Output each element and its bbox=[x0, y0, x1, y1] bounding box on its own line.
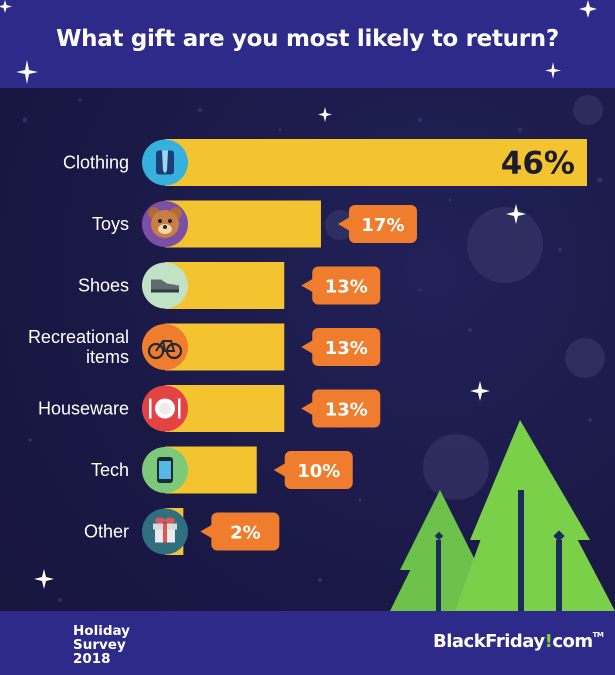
brand-tld: com bbox=[552, 631, 593, 652]
callout-pointer-4 bbox=[301, 401, 314, 416]
callout-box-2 bbox=[312, 266, 381, 305]
survey-line-1: Holiday bbox=[73, 623, 130, 639]
callout-pointer-2 bbox=[301, 278, 314, 293]
category-label-5: Tech bbox=[91, 460, 129, 480]
category-label-6: Other bbox=[84, 522, 129, 542]
bokeh-circles bbox=[325, 95, 605, 500]
callout-box-3 bbox=[312, 328, 381, 366]
callout-box-6 bbox=[211, 512, 280, 551]
christmas-trees bbox=[390, 420, 615, 611]
callout-pointer-3 bbox=[301, 340, 314, 354]
star-decorations bbox=[0, 0, 597, 589]
callout-box-1 bbox=[348, 205, 417, 243]
teddy-bear-icon bbox=[142, 201, 188, 247]
brand-mark: ! bbox=[544, 631, 553, 652]
chart-title: What gift are you most likely to return? bbox=[56, 26, 559, 52]
category-label-1: Toys bbox=[92, 214, 129, 234]
brand-tm: TM bbox=[592, 631, 604, 639]
callout-box-4 bbox=[312, 389, 381, 428]
plate-cutlery-icon bbox=[142, 385, 188, 432]
brand-logo: BlackFriday!comTM bbox=[433, 631, 604, 652]
value-label-1: 17% bbox=[361, 215, 404, 236]
gift-box-icon bbox=[142, 508, 188, 555]
header-band bbox=[0, 0, 615, 88]
value-label-3: 13% bbox=[325, 338, 368, 359]
category-label-2: Shoes bbox=[78, 276, 129, 296]
bar-0 bbox=[165, 139, 587, 186]
category-label-4: Houseware bbox=[38, 399, 129, 419]
bars-layer: Clothing 46% Toys 17% Shoes 13% Recreational it… bbox=[28, 139, 587, 555]
survey-line-3: 2018 bbox=[73, 651, 111, 667]
smartphone-icon bbox=[142, 447, 188, 493]
brand-name: BlackFriday bbox=[433, 631, 545, 652]
value-label-2: 13% bbox=[325, 277, 368, 298]
bar-1 bbox=[165, 200, 321, 248]
value-label-5: 10% bbox=[297, 461, 340, 482]
value-label-4: 13% bbox=[325, 400, 368, 421]
category-label-0: Clothing bbox=[63, 153, 129, 173]
footer-band bbox=[0, 611, 615, 675]
shoe-icon bbox=[142, 262, 188, 309]
category-label-3: Recreational items bbox=[28, 327, 129, 367]
bicycle-icon bbox=[142, 324, 188, 370]
callout-pointer-1 bbox=[337, 217, 350, 231]
shirt-tie-icon bbox=[142, 139, 188, 186]
snow-particles bbox=[22, 98, 603, 602]
value-label-6: 2% bbox=[230, 523, 261, 544]
value-label-0: 46% bbox=[501, 146, 575, 182]
callout-pointer-5 bbox=[273, 463, 286, 477]
holiday-survey-label: Holiday Survey 2018 bbox=[73, 624, 130, 666]
callout-box-5 bbox=[284, 451, 353, 489]
callout-pointer-6 bbox=[200, 524, 213, 539]
survey-line-2: Survey bbox=[73, 637, 126, 653]
